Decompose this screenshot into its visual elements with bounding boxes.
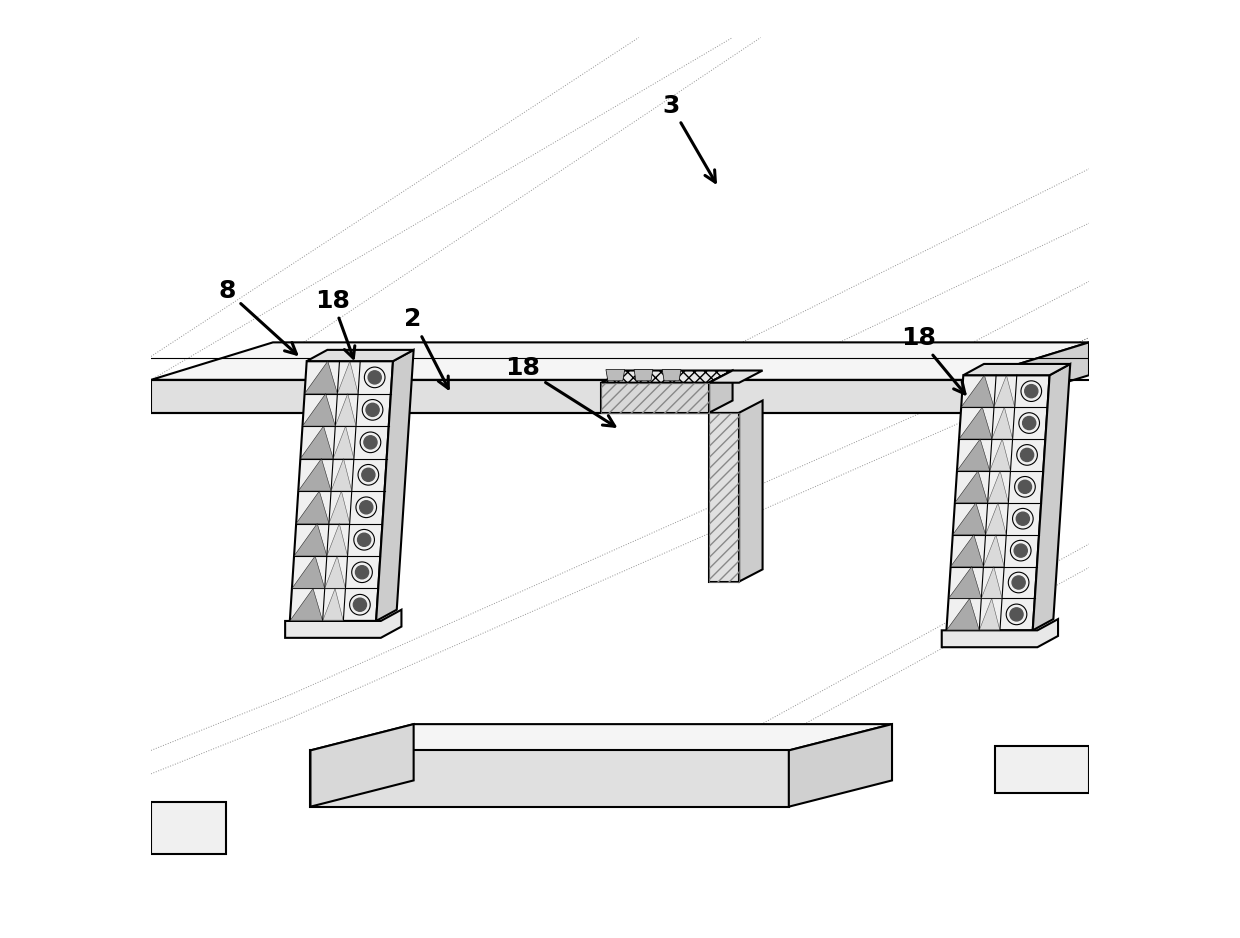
Polygon shape [957, 439, 990, 471]
Polygon shape [709, 371, 763, 383]
Polygon shape [329, 492, 350, 523]
Polygon shape [946, 598, 980, 630]
Polygon shape [789, 724, 892, 807]
Polygon shape [151, 342, 1089, 380]
Circle shape [1017, 512, 1029, 525]
Circle shape [1014, 544, 1027, 557]
Text: 3: 3 [662, 94, 715, 182]
Polygon shape [606, 370, 625, 381]
Polygon shape [961, 375, 994, 407]
Polygon shape [294, 523, 327, 556]
Text: 18: 18 [901, 326, 965, 394]
Polygon shape [662, 370, 681, 381]
Circle shape [1021, 448, 1034, 461]
Circle shape [1023, 416, 1035, 430]
Polygon shape [709, 413, 739, 582]
Polygon shape [327, 523, 347, 556]
Polygon shape [331, 459, 352, 492]
Polygon shape [990, 439, 1011, 471]
Polygon shape [151, 380, 967, 413]
Circle shape [362, 468, 374, 481]
Polygon shape [291, 556, 325, 588]
Polygon shape [992, 407, 1013, 439]
Polygon shape [601, 371, 733, 383]
Polygon shape [941, 619, 1058, 647]
Text: 2: 2 [404, 308, 449, 388]
Polygon shape [325, 556, 346, 588]
Polygon shape [952, 503, 986, 535]
Polygon shape [376, 350, 414, 621]
Polygon shape [305, 361, 337, 394]
Polygon shape [337, 361, 358, 394]
Polygon shape [303, 394, 335, 426]
Polygon shape [151, 802, 226, 854]
Polygon shape [955, 471, 987, 503]
Polygon shape [1033, 364, 1070, 630]
Polygon shape [963, 364, 1070, 375]
Polygon shape [290, 361, 393, 621]
Circle shape [1009, 608, 1023, 621]
Polygon shape [310, 724, 414, 807]
Circle shape [368, 371, 381, 384]
Circle shape [363, 436, 377, 449]
Polygon shape [951, 535, 983, 567]
Polygon shape [296, 492, 329, 523]
Polygon shape [996, 746, 1089, 793]
Text: 18: 18 [315, 289, 355, 358]
Circle shape [1012, 576, 1025, 589]
Polygon shape [310, 750, 789, 807]
Polygon shape [986, 503, 1006, 535]
Polygon shape [335, 394, 356, 426]
Circle shape [356, 566, 368, 579]
Circle shape [1018, 480, 1032, 493]
Text: 8: 8 [218, 280, 296, 355]
Circle shape [366, 403, 379, 416]
Circle shape [360, 501, 373, 514]
Polygon shape [949, 567, 981, 598]
Polygon shape [994, 375, 1014, 407]
Polygon shape [299, 459, 331, 492]
Circle shape [353, 598, 367, 612]
Polygon shape [310, 724, 892, 750]
Polygon shape [987, 471, 1008, 503]
Polygon shape [946, 375, 1049, 630]
Polygon shape [959, 407, 992, 439]
Polygon shape [290, 588, 322, 621]
Polygon shape [285, 610, 402, 638]
Polygon shape [980, 598, 999, 630]
Text: 18: 18 [506, 356, 615, 426]
Polygon shape [334, 426, 353, 459]
Polygon shape [967, 342, 1089, 413]
Polygon shape [634, 370, 652, 381]
Polygon shape [306, 350, 414, 361]
Polygon shape [983, 535, 1004, 567]
Circle shape [1024, 385, 1038, 398]
Polygon shape [300, 426, 334, 459]
Polygon shape [981, 567, 1002, 598]
Polygon shape [709, 371, 733, 413]
Polygon shape [739, 401, 763, 582]
Polygon shape [601, 383, 709, 413]
Polygon shape [322, 588, 343, 621]
Circle shape [357, 533, 371, 546]
